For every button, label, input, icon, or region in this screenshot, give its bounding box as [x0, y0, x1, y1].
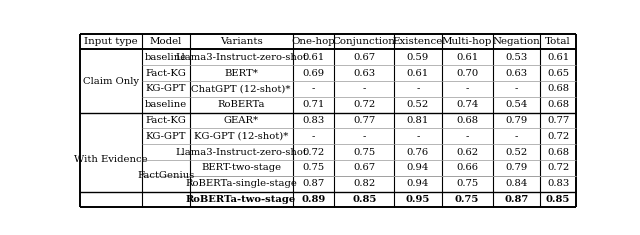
Text: 0.61: 0.61: [456, 53, 478, 62]
Text: 0.63: 0.63: [505, 69, 527, 78]
Text: -: -: [362, 84, 366, 93]
Text: 0.85: 0.85: [546, 195, 570, 204]
Text: baseline: baseline: [145, 53, 187, 62]
Text: FactGenius: FactGenius: [137, 171, 195, 180]
Text: 0.72: 0.72: [353, 100, 375, 109]
Text: 0.67: 0.67: [353, 163, 375, 172]
Text: KG-GPT: KG-GPT: [145, 84, 186, 93]
Text: -: -: [416, 84, 419, 93]
Text: -: -: [465, 84, 468, 93]
Text: 0.68: 0.68: [547, 148, 569, 157]
Text: 0.65: 0.65: [547, 69, 569, 78]
Text: 0.75: 0.75: [353, 148, 375, 157]
Text: 0.94: 0.94: [406, 163, 429, 172]
Text: 0.75: 0.75: [455, 195, 479, 204]
Text: -: -: [362, 132, 366, 141]
Text: 0.72: 0.72: [302, 148, 324, 157]
Text: 0.85: 0.85: [352, 195, 376, 204]
Text: KG-GPT (12-shot)*: KG-GPT (12-shot)*: [194, 132, 288, 141]
Text: Fact-KG: Fact-KG: [145, 69, 186, 78]
Text: One-hop: One-hop: [292, 37, 335, 46]
Text: Total: Total: [545, 37, 571, 46]
Text: BERT-two-stage: BERT-two-stage: [201, 163, 281, 172]
Text: 0.83: 0.83: [547, 179, 569, 188]
Text: 0.68: 0.68: [547, 84, 569, 93]
Text: 0.61: 0.61: [547, 53, 569, 62]
Text: 0.66: 0.66: [456, 163, 478, 172]
Text: 0.74: 0.74: [456, 100, 478, 109]
Text: 0.72: 0.72: [547, 163, 569, 172]
Text: 0.68: 0.68: [456, 116, 478, 125]
Text: 0.75: 0.75: [302, 163, 324, 172]
Text: 0.61: 0.61: [302, 53, 324, 62]
Text: 0.52: 0.52: [406, 100, 429, 109]
Text: 0.79: 0.79: [505, 163, 527, 172]
Text: BERT*: BERT*: [224, 69, 258, 78]
Text: Fact-KG: Fact-KG: [145, 116, 186, 125]
Text: 0.61: 0.61: [406, 69, 429, 78]
Text: GEAR*: GEAR*: [223, 116, 259, 125]
Text: RoBERTa: RoBERTa: [218, 100, 265, 109]
Text: 0.77: 0.77: [547, 116, 569, 125]
Text: With Evidence: With Evidence: [74, 156, 148, 164]
Text: RoBERTa-two-stage: RoBERTa-two-stage: [186, 195, 296, 204]
Text: Llama3-Instruct-zero-shot: Llama3-Instruct-zero-shot: [175, 148, 307, 157]
Text: 0.89: 0.89: [301, 195, 326, 204]
Text: 0.68: 0.68: [547, 100, 569, 109]
Text: baseline: baseline: [145, 100, 187, 109]
Text: 0.82: 0.82: [353, 179, 375, 188]
Text: Claim Only: Claim Only: [83, 77, 139, 86]
Text: -: -: [312, 84, 316, 93]
Text: 0.94: 0.94: [406, 179, 429, 188]
Text: 0.81: 0.81: [406, 116, 429, 125]
Text: 0.62: 0.62: [456, 148, 478, 157]
Text: Model: Model: [150, 37, 182, 46]
Text: 0.63: 0.63: [353, 69, 375, 78]
Text: 0.87: 0.87: [504, 195, 529, 204]
Text: Variants: Variants: [220, 37, 262, 46]
Text: 0.77: 0.77: [353, 116, 375, 125]
Text: 0.72: 0.72: [547, 132, 569, 141]
Text: 0.87: 0.87: [302, 179, 324, 188]
Text: 0.67: 0.67: [353, 53, 375, 62]
Text: 0.95: 0.95: [406, 195, 430, 204]
Text: -: -: [515, 84, 518, 93]
Text: Input type: Input type: [84, 37, 138, 46]
Text: 0.70: 0.70: [456, 69, 478, 78]
Text: 0.75: 0.75: [456, 179, 478, 188]
Text: -: -: [416, 132, 419, 141]
Text: KG-GPT: KG-GPT: [145, 132, 186, 141]
Text: 0.79: 0.79: [505, 116, 527, 125]
Text: 0.83: 0.83: [302, 116, 324, 125]
Text: 0.52: 0.52: [505, 148, 527, 157]
Text: 0.53: 0.53: [505, 53, 527, 62]
Text: Conjunction: Conjunction: [333, 37, 396, 46]
Text: 0.76: 0.76: [407, 148, 429, 157]
Text: 0.54: 0.54: [505, 100, 527, 109]
Text: 0.84: 0.84: [505, 179, 527, 188]
Text: ChatGPT (12-shot)*: ChatGPT (12-shot)*: [191, 84, 291, 93]
Text: 0.59: 0.59: [406, 53, 429, 62]
Text: Llama3-Instruct-zero-shot: Llama3-Instruct-zero-shot: [175, 53, 307, 62]
Text: -: -: [465, 132, 468, 141]
Text: Existence: Existence: [393, 37, 443, 46]
Text: -: -: [515, 132, 518, 141]
Text: 0.71: 0.71: [302, 100, 324, 109]
Text: -: -: [312, 132, 316, 141]
Text: RoBERTa-single-stage: RoBERTa-single-stage: [185, 179, 297, 188]
Text: Multi-hop: Multi-hop: [442, 37, 492, 46]
Text: 0.69: 0.69: [303, 69, 324, 78]
Text: Negation: Negation: [492, 37, 540, 46]
